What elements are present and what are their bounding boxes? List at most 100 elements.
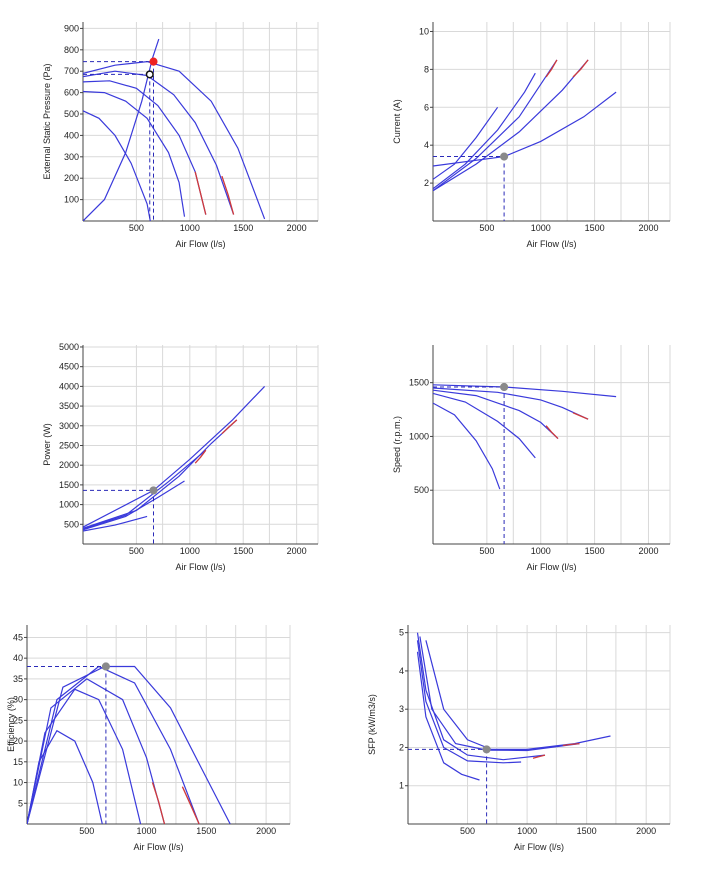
series-line-2 xyxy=(433,389,559,440)
y-axis-label: Speed (r.p.m.) xyxy=(392,416,402,473)
series-line-2 xyxy=(83,80,207,215)
series-line-4 xyxy=(83,385,266,528)
highlight-segment-0 xyxy=(194,449,207,464)
x-tick-label: 1000 xyxy=(531,546,551,556)
series-line-3 xyxy=(433,387,589,420)
series-line-0 xyxy=(83,110,151,221)
x-tick-label: 2000 xyxy=(636,826,656,836)
pressure-chart: 500 1000 1500 2000 100 200 300 400 500 600 700 800 9… xyxy=(42,22,319,249)
series-line-0 xyxy=(433,106,499,180)
highlight-segment-0 xyxy=(151,782,166,824)
y-tick-label: 300 xyxy=(64,152,79,162)
series-line-1 xyxy=(416,640,522,764)
y-tick-label: 500 xyxy=(414,485,429,495)
y-tick-label: 20 xyxy=(13,736,23,746)
y-tick-label: 5 xyxy=(18,798,23,808)
x-axis-label: Air Flow (l/s) xyxy=(134,842,184,852)
plot-area xyxy=(433,59,617,192)
operating-point-marker-0 xyxy=(149,57,158,66)
efficiency-chart: 500 1000 1500 2000 5 10 15 20 25 30 35 40 45 Air Flow… xyxy=(6,625,291,852)
operating-point-marker-0 xyxy=(149,486,158,495)
x-axis-label: Air Flow (l/s) xyxy=(176,239,226,249)
highlight-segment-0 xyxy=(194,171,207,215)
y-tick-label: 4 xyxy=(424,140,429,150)
x-tick-label: 1000 xyxy=(180,546,200,556)
current-chart: 500 1000 1500 2000 2 4 6 8 10 Air Flow (l/s) Curre… xyxy=(392,22,671,249)
y-tick-label: 1000 xyxy=(59,500,79,510)
series-line-3 xyxy=(83,70,235,215)
y-axis-label: Power (W) xyxy=(42,423,52,466)
y-tick-label: 500 xyxy=(64,109,79,119)
x-tick-label: 1500 xyxy=(233,223,253,233)
series-line-2 xyxy=(433,59,558,192)
y-tick-label: 3000 xyxy=(59,421,79,431)
speed-chart: 500 1000 1500 2000 500 1000 1500 Air Flow (l/s)… xyxy=(392,345,671,572)
x-tick-label: 1500 xyxy=(196,826,216,836)
x-tick-label: 1500 xyxy=(233,546,253,556)
highlight-segment-0 xyxy=(532,754,546,759)
y-tick-label: 45 xyxy=(13,632,23,642)
y-tick-label: 1 xyxy=(399,781,404,791)
x-tick-label: 1000 xyxy=(180,223,200,233)
series-line-4 xyxy=(27,665,231,824)
y-axis-label: Current (A) xyxy=(392,99,402,144)
highlight-segment-1 xyxy=(572,59,589,78)
y-tick-label: 1000 xyxy=(409,431,429,441)
series-line-5 xyxy=(83,38,160,221)
x-tick-label: 2000 xyxy=(638,223,658,233)
y-tick-label: 40 xyxy=(13,653,23,663)
series-line-0 xyxy=(433,402,501,490)
series-line-4 xyxy=(425,640,611,750)
y-tick-label: 5 xyxy=(399,628,404,638)
x-axis-label: Air Flow (l/s) xyxy=(527,239,577,249)
x-tick-label: 2000 xyxy=(638,546,658,556)
y-tick-label: 1500 xyxy=(59,480,79,490)
y-tick-label: 400 xyxy=(64,130,79,140)
x-tick-label: 1500 xyxy=(577,826,597,836)
series-line-1 xyxy=(83,90,186,217)
highlight-segment-1 xyxy=(181,786,200,824)
y-tick-label: 30 xyxy=(13,695,23,705)
series-line-2 xyxy=(27,678,166,824)
y-tick-label: 2 xyxy=(399,742,404,752)
series-line-1 xyxy=(27,688,142,824)
x-tick-label: 2000 xyxy=(287,223,307,233)
plot-area xyxy=(83,385,266,532)
y-tick-label: 25 xyxy=(13,715,23,725)
x-axis-label: Air Flow (l/s) xyxy=(527,562,577,572)
highlight-segment-0 xyxy=(545,425,559,440)
x-tick-label: 1000 xyxy=(531,223,551,233)
y-tick-label: 2000 xyxy=(59,460,79,470)
y-tick-label: 4 xyxy=(399,666,404,676)
x-axis-label: Air Flow (l/s) xyxy=(176,562,226,572)
series-line-3 xyxy=(83,419,238,529)
x-axis-label: Air Flow (l/s) xyxy=(514,842,564,852)
y-tick-label: 4000 xyxy=(59,381,79,391)
series-line-4 xyxy=(83,60,266,220)
series-line-4 xyxy=(433,384,617,398)
x-tick-label: 500 xyxy=(479,223,494,233)
y-tick-label: 1500 xyxy=(409,378,429,388)
y-tick-label: 5000 xyxy=(59,342,79,352)
power-chart: 500 1000 1500 2000 500 1000 1500 2000 2500 3000 35… xyxy=(42,342,319,572)
y-tick-label: 3 xyxy=(399,704,404,714)
y-tick-label: 4500 xyxy=(59,362,79,372)
x-tick-label: 500 xyxy=(460,826,475,836)
y-tick-label: 3500 xyxy=(59,401,79,411)
series-line-0 xyxy=(416,651,480,781)
y-tick-label: 2500 xyxy=(59,440,79,450)
series-line-1 xyxy=(433,392,536,459)
y-tick-label: 10 xyxy=(419,26,429,36)
highlight-segment-1 xyxy=(562,742,580,747)
operating-point-marker-0 xyxy=(500,152,509,161)
y-axis-label: Efficiency (%) xyxy=(6,697,16,752)
y-tick-label: 200 xyxy=(64,173,79,183)
highlight-segment-1 xyxy=(221,175,235,215)
x-tick-label: 500 xyxy=(129,546,144,556)
operating-point-marker-0 xyxy=(482,745,491,754)
plot-area xyxy=(83,38,266,221)
y-tick-label: 600 xyxy=(64,88,79,98)
series-line-4 xyxy=(433,91,617,167)
sfp-chart: 500 1000 1500 2000 1 2 3 4 5 Air Flow (l/s) SFP (k… xyxy=(367,625,671,852)
